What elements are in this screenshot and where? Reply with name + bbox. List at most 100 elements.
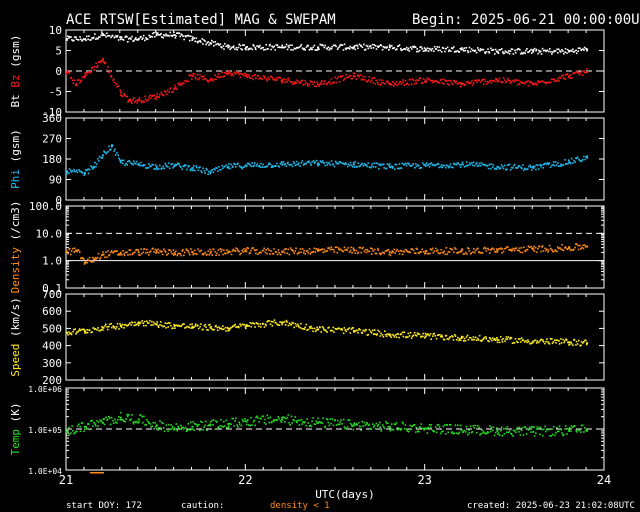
data-point (74, 170, 77, 173)
data-point (541, 80, 544, 82)
data-point-key (281, 46, 284, 49)
data-point (510, 432, 512, 435)
data-point (347, 328, 349, 331)
data-point (107, 66, 109, 68)
data-point (487, 340, 489, 342)
data-point (556, 80, 558, 82)
data-point (229, 72, 232, 74)
data-point (411, 164, 414, 166)
data-point (181, 34, 183, 36)
data-point (357, 47, 359, 50)
data-point (447, 50, 450, 53)
data-point (130, 38, 132, 40)
data-point (201, 171, 203, 174)
data-point (425, 162, 428, 164)
data-point (147, 322, 150, 324)
data-point (236, 326, 239, 328)
data-point (125, 35, 127, 37)
data-point (441, 82, 444, 84)
data-point (238, 43, 240, 46)
data-point (373, 77, 376, 79)
data-point (359, 44, 362, 47)
data-point (501, 252, 503, 254)
data-point (434, 164, 437, 167)
data-point (395, 163, 398, 166)
data-point (70, 253, 72, 256)
data-point (473, 251, 476, 254)
data-point (373, 248, 376, 251)
data-point (154, 323, 156, 325)
data-point (530, 426, 533, 428)
data-point (556, 246, 559, 248)
data-point (175, 250, 177, 252)
data-point (254, 46, 257, 49)
data-point (120, 326, 123, 329)
data-point (551, 78, 554, 81)
data-point (551, 342, 554, 345)
data-point (269, 253, 271, 255)
data-point (387, 426, 390, 428)
data-point (440, 51, 443, 53)
data-point (183, 254, 185, 257)
data-point (154, 422, 156, 424)
data-point (71, 39, 73, 41)
data-point (148, 254, 150, 256)
data-point (520, 429, 523, 432)
data-point (281, 416, 283, 419)
data-point (101, 32, 103, 34)
data-point (274, 251, 277, 253)
data-point (386, 422, 388, 425)
data-point (539, 163, 541, 166)
data-point-key (92, 258, 95, 261)
data-point (114, 154, 117, 156)
data-point (365, 44, 368, 47)
y-axis-label-part: Density (9, 247, 22, 294)
data-point (500, 429, 502, 432)
data-point (167, 430, 169, 432)
data-point (360, 251, 362, 254)
data-point (174, 327, 176, 329)
series-density (65, 243, 589, 265)
data-point (287, 45, 290, 47)
data-point (290, 81, 293, 83)
data-point (443, 338, 446, 341)
data-point (65, 73, 68, 75)
data-point (181, 168, 183, 170)
data-point (545, 50, 547, 53)
data-point (180, 84, 183, 86)
data-point (437, 334, 439, 336)
data-point (256, 415, 258, 418)
data-point (167, 34, 169, 37)
data-point (488, 340, 490, 343)
data-point (416, 50, 418, 53)
data-point (203, 75, 205, 77)
data-point (169, 428, 172, 431)
data-point (475, 51, 478, 54)
data-point (161, 253, 164, 256)
data-point (578, 74, 581, 76)
y-tick-label: 90 (49, 174, 62, 187)
data-point (276, 419, 279, 421)
data-point (582, 244, 584, 247)
data-point (81, 172, 84, 174)
data-point (360, 45, 362, 47)
data-point (507, 51, 509, 54)
data-point (348, 251, 351, 253)
data-point (227, 73, 230, 75)
data-point (214, 325, 217, 328)
data-point (389, 429, 392, 432)
data-point (341, 250, 344, 252)
data-point (187, 250, 189, 252)
data-point (378, 330, 381, 333)
data-point-key (92, 165, 95, 168)
data-point (519, 434, 522, 436)
data-point-key (155, 34, 158, 37)
y-tick-label: 0.1 (42, 282, 62, 295)
data-point (339, 44, 341, 46)
data-point (293, 162, 296, 165)
data-point (344, 77, 347, 79)
data-point-key (586, 429, 589, 431)
data-point (95, 165, 97, 168)
data-point (128, 249, 130, 251)
data-point (73, 168, 75, 171)
